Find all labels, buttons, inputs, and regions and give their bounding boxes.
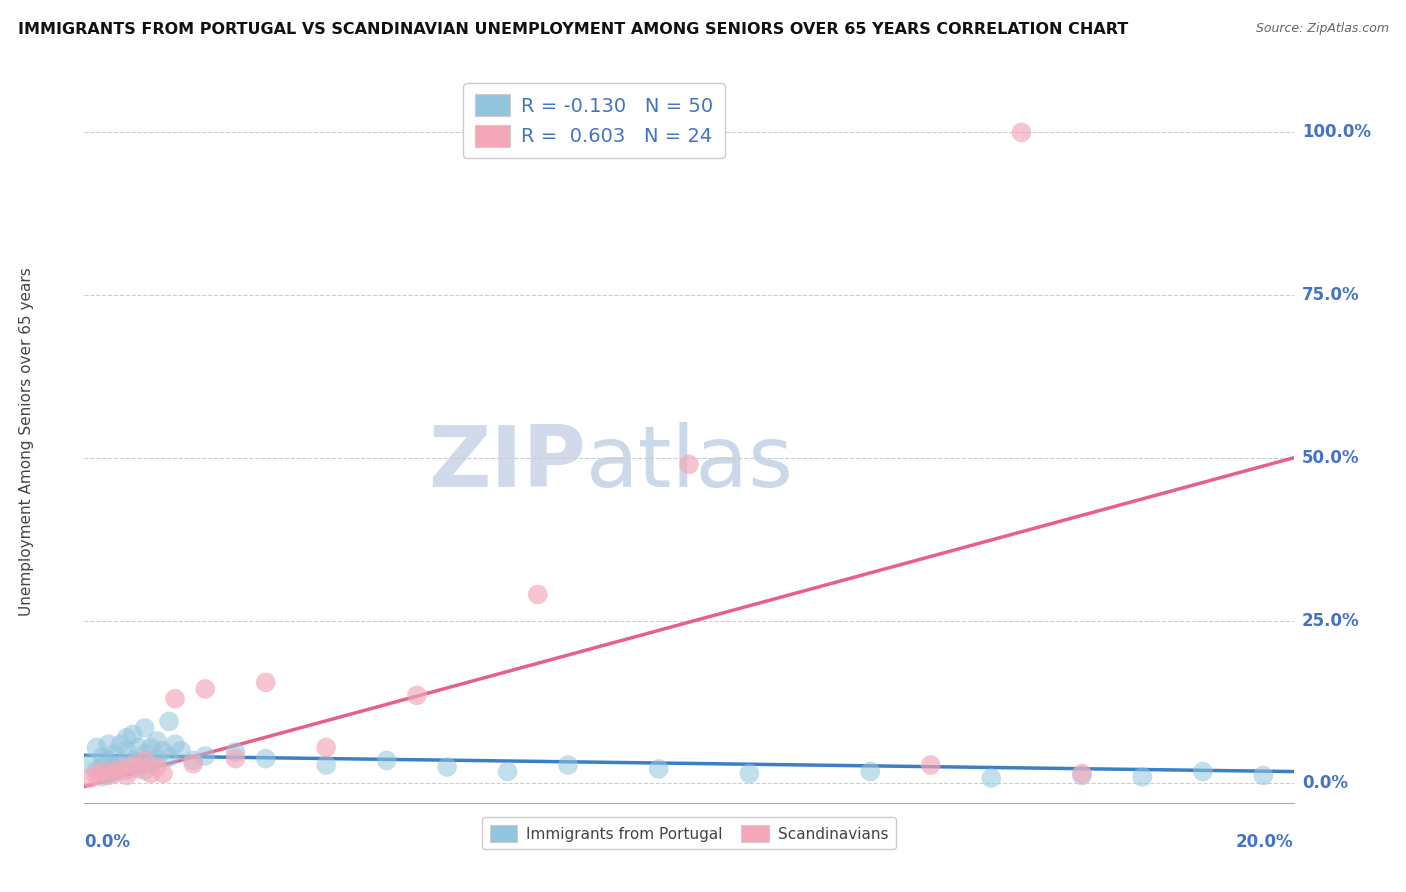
- Point: [194, 681, 217, 696]
- Point: [181, 754, 204, 768]
- Point: [110, 762, 132, 776]
- Text: atlas: atlas: [586, 422, 794, 505]
- Point: [1130, 770, 1153, 784]
- Point: [128, 740, 150, 755]
- Point: [91, 764, 114, 779]
- Point: [128, 760, 150, 774]
- Point: [121, 727, 143, 741]
- Point: [97, 754, 120, 768]
- Point: [86, 768, 108, 782]
- Point: [79, 756, 101, 771]
- Point: [86, 740, 108, 755]
- Point: [181, 756, 204, 771]
- Text: 100.0%: 100.0%: [1302, 123, 1371, 141]
- Point: [157, 750, 180, 764]
- Text: 75.0%: 75.0%: [1302, 286, 1360, 304]
- Text: 50.0%: 50.0%: [1302, 449, 1360, 467]
- Point: [859, 764, 882, 779]
- Point: [115, 764, 138, 778]
- Point: [79, 771, 101, 785]
- Point: [152, 744, 174, 758]
- Point: [97, 766, 120, 780]
- Point: [115, 731, 138, 745]
- Point: [194, 748, 217, 763]
- Point: [225, 745, 247, 759]
- Point: [152, 766, 174, 780]
- Point: [315, 740, 337, 755]
- Point: [1071, 766, 1094, 780]
- Point: [134, 747, 156, 761]
- Point: [406, 689, 429, 703]
- Point: [139, 756, 162, 771]
- Point: [91, 750, 114, 764]
- Point: [170, 744, 193, 758]
- Point: [225, 751, 247, 765]
- Point: [104, 764, 127, 779]
- Point: [134, 754, 156, 768]
- Point: [97, 768, 120, 782]
- Point: [254, 751, 277, 765]
- Point: [496, 764, 519, 779]
- Point: [104, 766, 127, 780]
- Point: [1253, 768, 1275, 782]
- Point: [128, 762, 150, 776]
- Legend: Immigrants from Portugal, Scandinavians: Immigrants from Portugal, Scandinavians: [482, 817, 896, 849]
- Point: [678, 458, 700, 472]
- Text: IMMIGRANTS FROM PORTUGAL VS SCANDINAVIAN UNEMPLOYMENT AMONG SENIORS OVER 65 YEAR: IMMIGRANTS FROM PORTUGAL VS SCANDINAVIAN…: [18, 22, 1129, 37]
- Text: 0.0%: 0.0%: [84, 833, 131, 851]
- Point: [165, 691, 187, 706]
- Point: [375, 754, 398, 768]
- Point: [146, 760, 169, 774]
- Text: ZIP: ZIP: [429, 422, 586, 505]
- Point: [86, 764, 108, 778]
- Point: [738, 766, 761, 780]
- Point: [1071, 768, 1094, 782]
- Text: Unemployment Among Seniors over 65 years: Unemployment Among Seniors over 65 years: [18, 268, 34, 615]
- Point: [110, 737, 132, 751]
- Text: 25.0%: 25.0%: [1302, 612, 1360, 630]
- Point: [91, 760, 114, 774]
- Point: [91, 770, 114, 784]
- Text: 0.0%: 0.0%: [1302, 774, 1348, 792]
- Point: [139, 740, 162, 755]
- Point: [139, 766, 162, 780]
- Point: [134, 764, 156, 778]
- Point: [104, 747, 127, 761]
- Point: [920, 758, 942, 772]
- Point: [165, 737, 187, 751]
- Point: [1192, 764, 1215, 779]
- Point: [648, 762, 671, 776]
- Point: [97, 737, 120, 751]
- Point: [980, 771, 1002, 785]
- Point: [527, 587, 550, 601]
- Point: [115, 768, 138, 782]
- Point: [146, 734, 169, 748]
- Text: 20.0%: 20.0%: [1236, 833, 1294, 851]
- Point: [115, 744, 138, 758]
- Point: [146, 751, 169, 765]
- Point: [557, 758, 579, 772]
- Point: [110, 758, 132, 772]
- Text: Source: ZipAtlas.com: Source: ZipAtlas.com: [1256, 22, 1389, 36]
- Point: [436, 760, 458, 774]
- Point: [1011, 125, 1033, 139]
- Point: [157, 714, 180, 729]
- Point: [134, 721, 156, 735]
- Point: [121, 758, 143, 772]
- Point: [254, 675, 277, 690]
- Point: [315, 758, 337, 772]
- Point: [104, 760, 127, 774]
- Point: [121, 754, 143, 768]
